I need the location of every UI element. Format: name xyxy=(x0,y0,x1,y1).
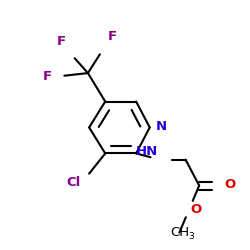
Text: F: F xyxy=(56,35,66,48)
Text: 3: 3 xyxy=(188,232,194,241)
Text: CH: CH xyxy=(170,226,189,239)
Text: N: N xyxy=(156,120,167,133)
Text: HN: HN xyxy=(136,146,158,158)
Text: F: F xyxy=(43,70,52,83)
Text: O: O xyxy=(190,202,202,215)
Text: O: O xyxy=(224,178,235,191)
Text: F: F xyxy=(108,30,117,44)
Text: Cl: Cl xyxy=(66,176,80,189)
